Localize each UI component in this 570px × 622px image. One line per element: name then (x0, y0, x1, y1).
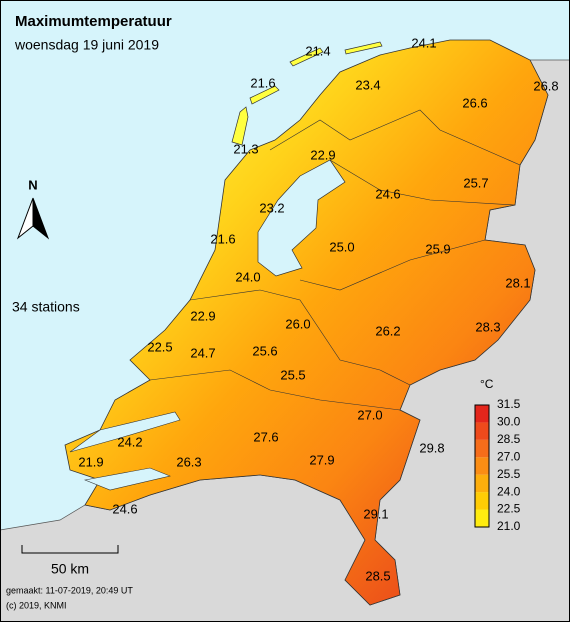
legend-swatch (475, 405, 489, 423)
island (231, 106, 249, 146)
station-value: 26.2 (375, 323, 400, 338)
station-value: 21.4 (305, 43, 330, 58)
station-value: 24.7 (190, 345, 215, 360)
legend-label: 31.5 (497, 397, 521, 411)
legend-swatch (475, 509, 489, 527)
scale-label: 50 km (51, 561, 89, 577)
estuary (83, 467, 171, 491)
station-value: 27.0 (357, 407, 382, 422)
station-value: 21.6 (250, 75, 275, 90)
station-value: 21.3 (233, 141, 258, 156)
legend-swatch (475, 474, 489, 493)
scale-bar (21, 545, 119, 554)
legend-label: 30.0 (497, 415, 521, 429)
station-value: 25.0 (329, 239, 354, 254)
station-value: 25.7 (463, 175, 488, 190)
stations: 21.4 24.1 26.8 21.6 23.4 26.6 21.3 22.9 24.6 25.7… (78, 35, 558, 583)
station-value: 28.5 (365, 568, 390, 583)
legend-label: 25.5 (497, 467, 521, 481)
island (289, 47, 324, 67)
station-value: 26.0 (285, 316, 310, 331)
netherlands (64, 39, 549, 606)
station-value: 26.3 (176, 454, 201, 469)
station-value: 24.1 (411, 35, 436, 50)
legend-swatch (475, 422, 489, 440)
station-value: 21.9 (78, 454, 103, 469)
legend-label: 27.0 (497, 449, 521, 463)
station-value: 29.1 (363, 506, 388, 521)
station-value: 26.8 (533, 78, 558, 93)
island (344, 41, 383, 55)
legend-swatch (475, 439, 489, 458)
station-value: 24.6 (112, 501, 137, 516)
lake (257, 159, 346, 277)
title: Maximumtemperatuur (15, 13, 172, 30)
station-value: 23.4 (355, 77, 380, 92)
legend-label: 24.0 (497, 484, 521, 498)
north-arrow (32, 197, 50, 240)
station-value: 28.3 (475, 319, 500, 334)
station-value: 24.2 (117, 434, 142, 449)
station-value: 23.2 (259, 200, 284, 215)
legend-swatch (475, 492, 489, 510)
footer: gemaakt: 11-07-2019, 20:49 UT (6, 585, 133, 595)
legend: 31.5 30.0 28.5 27.0 25.5 24.0 22.5 21.0 (474, 397, 521, 533)
station-value: 26.6 (462, 95, 487, 110)
station-value: 25.6 (252, 343, 277, 358)
station-value: 25.5 (280, 367, 305, 382)
station-value: 28.1 (505, 275, 530, 290)
station-count: 34 stations (12, 299, 80, 315)
subtitle: woensdag 19 juni 2019 (14, 37, 159, 53)
legend-swatch (475, 457, 489, 475)
station-value: 24.0 (235, 269, 260, 284)
station-value: 24.6 (375, 186, 400, 201)
island (249, 85, 280, 105)
station-value: 22.5 (147, 339, 172, 354)
legend-frame (474, 404, 490, 528)
station-value: 21.6 (210, 231, 235, 246)
north-label: N (28, 177, 37, 192)
legend-unit: °C (480, 377, 494, 391)
station-value: 22.9 (190, 308, 215, 323)
station-value: 22.9 (310, 147, 335, 162)
footer: (c) 2019, KNMI (6, 600, 67, 610)
legend-label: 28.5 (497, 432, 521, 446)
station-value: 27.6 (253, 429, 278, 444)
legend-label: 22.5 (497, 502, 521, 516)
station-value: 25.9 (425, 241, 450, 256)
province-borders (149, 109, 521, 411)
legend-label: 21.0 (497, 519, 521, 533)
station-value: 29.8 (419, 440, 444, 455)
estuary (69, 411, 181, 453)
station-value: 27.9 (309, 452, 334, 467)
